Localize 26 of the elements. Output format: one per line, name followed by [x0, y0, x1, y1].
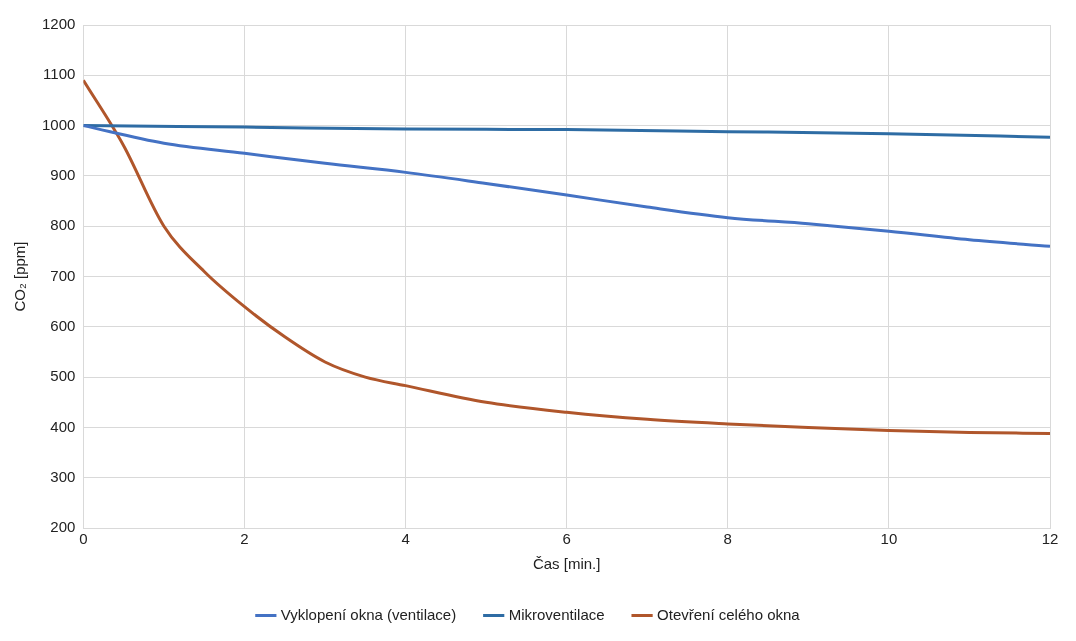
- y-tick-label: 900: [50, 166, 76, 184]
- y-tick-label: 500: [50, 367, 76, 385]
- y-axis-title: CO₂ [ppm]: [11, 241, 29, 312]
- y-tick-label: 700: [50, 266, 76, 284]
- x-tick-label: 0: [79, 530, 88, 548]
- x-axis-title: Čas [min.]: [532, 555, 601, 573]
- line-series: [83, 124, 1050, 248]
- legend-label: Vyklopení okna (ventilace): [280, 605, 457, 623]
- x-tick-label: 6: [562, 530, 571, 548]
- x-tick-label: 4: [401, 530, 410, 548]
- y-tick-label: 1000: [41, 115, 76, 133]
- x-tick-label: 8: [723, 530, 732, 548]
- line-series: [83, 78, 1050, 435]
- y-tick-label: 600: [50, 316, 76, 334]
- y-tick-label: 300: [50, 467, 76, 485]
- y-tick-label: 200: [50, 518, 76, 536]
- y-tick-label: 1100: [43, 65, 76, 83]
- y-tick-label: 800: [50, 216, 76, 234]
- legend-label: Otevření celého okna: [657, 605, 801, 623]
- line-series: [83, 124, 1050, 139]
- x-tick-label: 2: [240, 530, 249, 548]
- y-tick-label: 1200: [41, 15, 76, 33]
- y-tick-label: 400: [50, 417, 76, 435]
- x-tick-label: 12: [1041, 530, 1059, 548]
- x-tick-label: 10: [880, 530, 898, 548]
- legend-label: Mikroventilace: [508, 605, 605, 623]
